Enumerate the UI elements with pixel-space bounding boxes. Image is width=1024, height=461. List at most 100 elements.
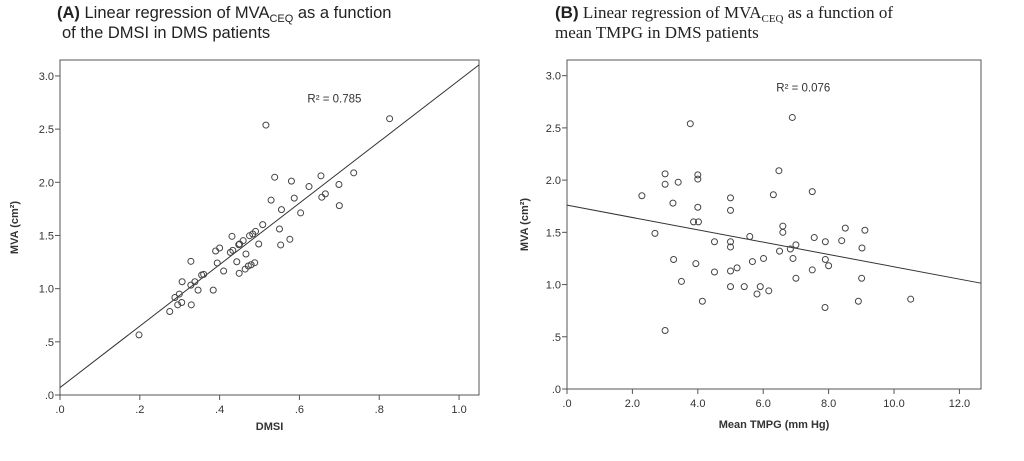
data-point [191,278,199,286]
data-point [235,269,243,277]
x-tick-label: 6.0 [756,398,771,410]
data-point [669,199,677,207]
r-squared-annotation: R² = 0.785 [307,94,361,106]
y-tick-label: 2.5 [39,124,54,136]
data-point [808,188,816,196]
data-point [677,277,685,285]
x-tick-label: 12.0 [949,398,970,410]
data-point [765,287,773,295]
data-point [786,245,794,253]
x-tick-label: 8.0 [821,398,836,410]
panel-b-title: (B) Linear regression of MVACEQ as a fun… [555,3,894,42]
x-tick-label: .0 [562,398,571,410]
data-point [321,190,329,198]
data-point [694,171,702,179]
data-point [825,262,833,270]
panel-a-title: (A) Linear regression of MVACEQ as a fun… [57,4,392,42]
data-point [841,224,849,232]
data-point [727,206,735,214]
data-point [251,259,259,267]
y-tick-label: 2.0 [39,177,54,189]
data-point [228,232,236,240]
data-point [305,183,313,191]
y-tick-label: 1.5 [546,227,561,239]
y-tick-label: .5 [45,337,54,349]
data-point [166,308,174,316]
x-tick-label: .4 [215,404,224,416]
data-point [674,178,682,186]
data-point [792,241,800,249]
data-point [200,270,208,278]
data-point [686,120,694,128]
data-point [187,281,195,289]
data-point [661,327,669,335]
data-point [810,234,818,242]
data-point [661,180,669,188]
data-point [727,267,735,275]
data-point [297,209,305,217]
data-point [753,290,761,298]
data-point [220,267,228,275]
y-tick-label: .5 [552,332,561,344]
data-point [690,218,698,226]
data-point [776,247,784,255]
data-point [335,181,343,189]
y-tick-label: 2.5 [546,123,561,135]
data-point [694,218,702,226]
data-point [756,283,764,291]
x-axis-label: DMSI [256,421,284,433]
data-point [277,206,285,214]
regression-line [566,204,982,284]
data-point [838,237,846,245]
data-point [789,254,797,262]
data-point [267,196,275,204]
data-point [692,260,700,268]
data-point [854,297,862,305]
data-point [171,293,179,301]
data-point [242,250,250,258]
data-point [670,255,678,263]
y-tick-label: .0 [45,390,54,402]
data-point [769,191,777,199]
data-point [318,193,326,201]
data-point [275,225,283,233]
data-point [216,244,224,252]
data-point [788,113,796,121]
data-point [229,246,237,254]
regression-line [59,64,480,388]
data-point [239,237,247,245]
x-axis-label: Mean TMPG (mm Hg) [719,419,830,431]
data-point [209,286,217,294]
data-point [187,257,195,265]
data-point [710,268,718,276]
data-point [710,238,718,246]
data-point [907,295,915,303]
data-point [740,283,748,291]
data-point [255,240,263,248]
r-squared-annotation: R² = 0.076 [776,82,830,94]
data-point [694,175,702,183]
data-point [727,194,735,202]
data-point [135,331,143,339]
y-tick-label: 1.0 [546,280,561,292]
y-tick-label: 1.5 [39,230,54,242]
data-point [775,167,783,175]
data-point [335,202,343,210]
data-point [808,266,816,274]
data-point [187,301,195,309]
data-point [792,274,800,282]
data-point [727,243,735,251]
y-axis-label: MVA (cm²) [9,201,21,255]
panel-a: .0 .2 .4 .6 .8 1.0 .0 .5 1.0 1.5 2.0 2.5 3.0 DMSI MVA … [9,59,480,433]
data-point [779,228,787,236]
data-point [287,177,295,185]
data-point [317,172,325,180]
data-point [271,173,279,181]
panel-a-label: (A) [57,4,80,22]
data-point [290,194,298,202]
data-point [698,297,706,305]
plot-frame [566,59,982,390]
x-tick-label: .8 [375,404,384,416]
data-point [821,304,829,312]
data-point [748,258,756,266]
